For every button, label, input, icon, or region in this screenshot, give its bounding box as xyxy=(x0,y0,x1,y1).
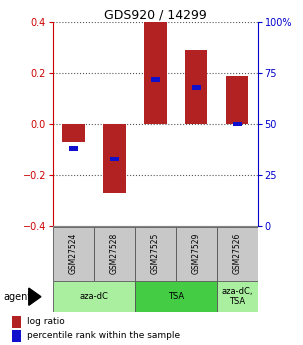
FancyBboxPatch shape xyxy=(217,282,258,312)
FancyBboxPatch shape xyxy=(53,282,135,312)
Text: log ratio: log ratio xyxy=(27,317,65,326)
Bar xyxy=(151,77,160,82)
Polygon shape xyxy=(29,288,41,305)
Text: agent: agent xyxy=(3,292,31,302)
Bar xyxy=(226,76,248,124)
Text: GSM27528: GSM27528 xyxy=(110,233,119,274)
Bar xyxy=(62,124,85,142)
Title: GDS920 / 14299: GDS920 / 14299 xyxy=(104,8,207,21)
Text: TSA: TSA xyxy=(168,292,184,301)
FancyBboxPatch shape xyxy=(217,227,258,280)
Bar xyxy=(69,146,78,151)
FancyBboxPatch shape xyxy=(135,227,176,280)
FancyBboxPatch shape xyxy=(94,227,135,280)
Bar xyxy=(110,157,119,161)
Text: GSM27526: GSM27526 xyxy=(233,233,241,274)
Bar xyxy=(185,50,208,124)
Bar xyxy=(233,122,241,127)
Text: aza-dC: aza-dC xyxy=(79,292,108,301)
Text: percentile rank within the sample: percentile rank within the sample xyxy=(27,331,180,340)
Bar xyxy=(192,85,201,90)
Text: GSM27524: GSM27524 xyxy=(69,233,78,274)
Text: GSM27529: GSM27529 xyxy=(192,233,201,274)
FancyBboxPatch shape xyxy=(53,227,94,280)
Bar xyxy=(144,22,167,124)
Bar xyxy=(103,124,126,193)
FancyBboxPatch shape xyxy=(135,282,217,312)
FancyBboxPatch shape xyxy=(176,227,217,280)
Text: aza-dC,
TSA: aza-dC, TSA xyxy=(221,287,253,306)
Text: GSM27525: GSM27525 xyxy=(151,233,160,274)
